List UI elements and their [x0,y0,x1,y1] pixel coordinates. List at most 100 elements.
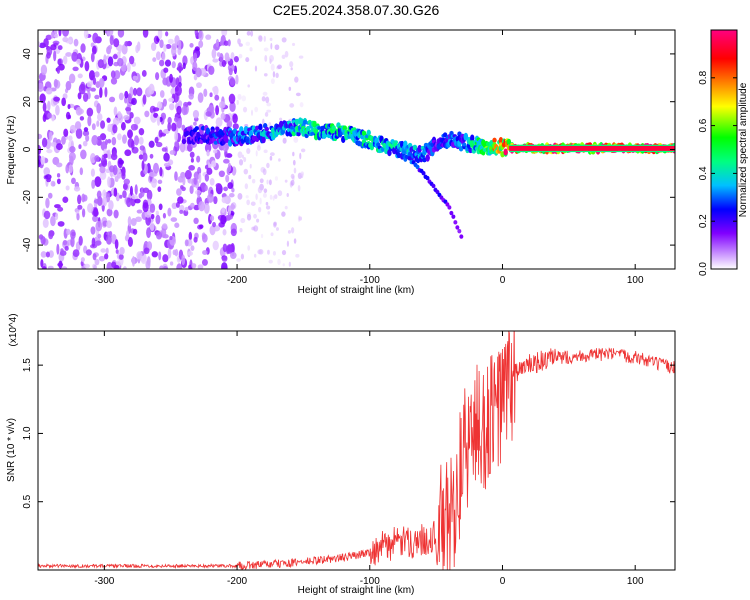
spectrogram-noise-cell [236,258,241,262]
spectrogram-noise-cell [50,31,55,39]
spectrogram-noise-cell [171,122,177,132]
spectrogram-noise-cell [265,96,270,104]
spectrogram-noise-cell [53,96,61,102]
spectrogram-noise-cell [227,162,232,173]
spectrogram-noise-cell [188,93,194,100]
snr-multiplier: (x10^4) [8,313,19,346]
spectrogram-noise-cell [62,30,69,37]
spectrogram-noise-cell [255,193,258,200]
spectrogram-noise-cell [236,99,239,106]
spectrogram-noise-cell [79,116,85,121]
spectrogram-noise-cell [232,123,239,130]
spectrogram-noise-cell [265,205,271,210]
spectrogram-noise-cell [106,117,111,123]
spectrogram-noise-cell [266,109,271,113]
spectrogram-noise-cell [192,61,198,72]
spectrogram-noise-cell [105,247,109,255]
spectrogram-noise-cell [229,77,236,86]
spectrogram-noise-cell [256,218,260,223]
spectrogram-noise-cell [265,201,269,206]
spectrogram-noise-cell [106,208,113,217]
spectrogram-noise-cell [249,163,252,169]
spectrogram-noise-cell [181,254,186,266]
colorbar-tick-label: 0.2 [698,214,709,228]
spectrogram-noise-cell [284,179,288,183]
spectrogram-noise-cell [163,162,171,167]
spectrogram-noise-cell [77,194,82,205]
spectrogram-noise-cell [121,43,128,55]
spectrogram-noise-cell [250,201,256,206]
spectrogram-noise-cell [69,146,76,153]
spectrogram-noise-cell [162,265,169,269]
spectrogram-noise-cell [40,251,47,258]
spectrogram-noise-cell [188,165,195,171]
spectrogram-noise-cell [149,153,154,159]
spectrogram-noise-cell [138,136,144,145]
spectrogram-noise-cell [85,249,92,256]
spectrogram-noise-cell [142,152,148,162]
spectrogram-track-cell [407,156,412,161]
spectrogram-track-cell [412,145,418,151]
spectrogram-noise-cell [51,114,55,122]
spectrogram-noise-cell [41,266,47,269]
spectrogram-noise-cell [129,185,133,197]
spectrogram-noise-cell [113,53,118,60]
spectrogram-noise-cell [233,56,239,63]
figure-title: C2E5.2024.358.07.30.G26 [273,2,440,18]
x-tick-label: -200 [227,275,247,286]
spectrogram-noise-cell [165,31,169,37]
spectrogram-noise-cell [90,168,95,177]
spectrogram-noise-cell [295,253,300,258]
spectrogram-noise-cell [113,38,120,48]
spectrogram-noise-cell [230,52,235,61]
spectrogram-track-cell [261,135,266,144]
spectrogram-noise-cell [164,59,172,67]
spectrogram-track-cell [462,142,467,147]
spectrogram-noise-cell [246,147,251,154]
spectrogram-noise-cell [81,193,86,203]
spectrogram-noise-cell [281,250,287,256]
spectrogram-noise-cell [40,259,44,268]
spectrogram-x-axis: -300 -200 -100 0 100 [94,30,644,286]
spectrogram-noise-cell [207,193,214,203]
spectrogram-noise-cell [138,154,144,160]
colorbar-tick-label: 0.8 [698,70,709,84]
spectrogram-noise-cell [253,253,257,258]
spectrogram-noise-cell [56,173,61,178]
spectrogram-noise-cell [118,92,124,101]
spectrogram-noise-cell [177,46,182,56]
spectrogram-noise-cell [162,212,167,219]
spectrogram-noise-cell [121,171,126,180]
spectrogram-noise-cell [149,171,156,177]
spectrogram-noise-cell [71,51,79,62]
spectrogram-noise-cell [47,192,53,199]
spectrogram-noise-cell [56,178,61,185]
spectrogram-noise-cell [53,33,59,39]
spectrogram-noise-cell [44,158,49,164]
spectrogram-noise-cell [181,105,188,116]
spectrogram-noise-cell [152,107,160,112]
colorbar-tick-label: 0.4 [698,166,709,180]
spectrogram-noise-cell [241,95,247,102]
spectrogram-noise-cell [92,32,99,44]
spectrogram-noise-cell [113,209,119,219]
spectrogram-noise-cell [46,178,51,183]
spectrogram-noise-cell [105,234,113,245]
spectrogram-noise-cell [93,264,97,269]
spectrogram-noise-cell [254,106,259,113]
spectrogram-noise-cell [141,70,147,77]
spectrogram-noise-cell [288,86,292,91]
spectrogram-noise-cell [152,57,157,62]
spectrogram-noise-cell [263,47,269,52]
spectrogram-noise-cell [76,58,82,65]
spectrogram-noise-cell [218,170,225,178]
spectrogram-noise-cell [110,77,118,85]
spectrogram-noise-cell [72,66,79,72]
x-tick-label: 0 [500,576,506,587]
spectrogram-noise-cell [266,102,272,107]
spectrogram-noise-cell [227,182,234,190]
spectrogram-noise-cell [169,150,176,155]
spectrogram-noise-cell [148,140,155,148]
spectrogram-noise-cell [149,203,156,214]
colorbar-tick-label: 0.6 [698,118,709,132]
